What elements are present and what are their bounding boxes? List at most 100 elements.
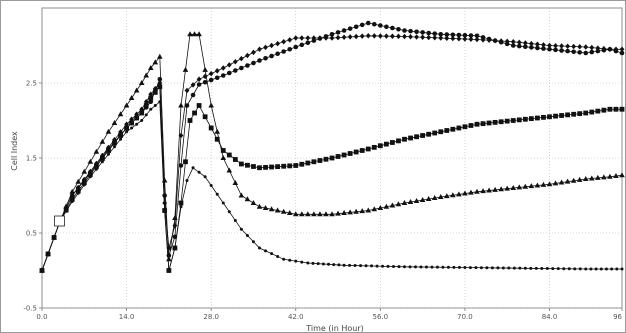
data-point-diamond-49 [323, 35, 329, 41]
data-point-square-29 [196, 103, 202, 108]
data-point-square-15 [129, 120, 135, 126]
data-point-diamond-36 [245, 52, 250, 59]
data-point-triangle-8 [87, 158, 94, 164]
series-group [39, 20, 625, 274]
data-point-diamond-54 [353, 33, 359, 40]
data-point-small-circle-65 [408, 265, 412, 269]
data-point-circle-50 [329, 31, 335, 37]
data-point-small-circle-95 [573, 267, 577, 271]
data-point-square-84 [528, 116, 534, 122]
data-point-square-54 [347, 151, 353, 156]
data-point-square-63 [402, 136, 407, 142]
data-point-diamond-72 [462, 36, 468, 42]
data-point-triangle-48 [311, 211, 317, 217]
data-point-square-31 [208, 125, 214, 131]
data-point-triangle-36 [238, 192, 245, 198]
data-point-square-52 [335, 154, 341, 159]
data-point-triangle-43 [280, 208, 287, 214]
data-point-square-72 [456, 125, 462, 131]
data-point-circle-85 [541, 46, 546, 51]
data-point-square-14 [124, 125, 129, 131]
data-point-diamond-69 [444, 35, 450, 42]
data-point-triangle-9 [93, 148, 100, 154]
data-point-diamond-78 [498, 38, 504, 44]
data-point-square-33 [220, 148, 226, 153]
data-point-triangle-76 [480, 188, 486, 194]
data-point-small-circle-52 [337, 263, 341, 267]
data-point-triangle-87 [546, 181, 553, 187]
data-point-small-circle-57 [364, 264, 368, 268]
data-point-triangle-56 [359, 208, 366, 214]
data-point-small-circle-5 [70, 200, 74, 203]
data-point-diamond-64 [414, 34, 419, 40]
data-point-small-circle-87 [529, 266, 533, 270]
data-point-triangle-35 [232, 180, 239, 185]
data-point-triangle-21 [157, 53, 163, 59]
data-point-triangle-30 [202, 66, 208, 72]
data-point-square-25 [178, 200, 184, 206]
data-point-circle-64 [414, 29, 419, 35]
data-point-diamond-76 [486, 37, 492, 44]
data-point-small-circle-33 [227, 210, 231, 214]
data-point-square-37 [245, 162, 250, 168]
data-point-small-circle-93 [562, 267, 566, 271]
data-point-diamond-90 [571, 43, 577, 50]
data-point-small-circle-60 [381, 264, 385, 268]
data-point-square-38 [251, 164, 256, 169]
data-point-diamond-85 [541, 42, 546, 48]
data-point-square-7 [81, 180, 87, 186]
data-point-square-49 [317, 158, 323, 163]
data-point-square-83 [522, 116, 528, 122]
data-point-circle-67 [432, 31, 438, 36]
data-point-triangle-20 [152, 59, 159, 65]
x-tick-label-6: 84.0 [542, 313, 558, 321]
data-point-square-53 [341, 152, 347, 158]
data-point-square-11 [106, 148, 111, 153]
data-point-triangle-34 [226, 167, 233, 173]
data-point-triangle-79 [498, 186, 504, 192]
data-point-circle-59 [384, 24, 389, 30]
y-axis-label: Cell Index [10, 131, 19, 171]
data-point-small-circle-55 [353, 264, 357, 268]
data-point-small-circle-28 [197, 170, 201, 174]
y-axis-ticks: -0.5 0.5 1.5 2.5 [23, 80, 42, 313]
data-point-square-48 [311, 159, 317, 165]
data-point-small-circle-77 [474, 266, 478, 270]
data-point-small-circle-66 [413, 265, 417, 269]
normalization-marker [54, 215, 65, 227]
data-point-circle-33 [226, 70, 232, 76]
data-point-small-circle-22 [163, 209, 167, 212]
data-point-small-circle-103 [615, 267, 619, 271]
data-point-diamond-41 [275, 40, 281, 47]
data-point-triangle-53 [341, 210, 347, 215]
data-point-small-circle-73 [452, 265, 456, 269]
data-point-square-81 [510, 118, 516, 123]
data-point-diamond-94 [595, 45, 601, 51]
data-point-circle-73 [468, 33, 474, 38]
data-point-diamond-61 [396, 33, 401, 40]
data-point-square-97 [607, 106, 613, 112]
data-point-small-circle-67 [419, 265, 423, 269]
data-point-diamond-91 [577, 43, 583, 50]
series-triangle [39, 31, 625, 273]
data-point-circle-65 [420, 30, 425, 35]
data-point-diamond-38 [257, 46, 262, 53]
data-point-square-28 [192, 110, 197, 116]
data-point-circle-93 [589, 49, 595, 55]
data-point-triangle-49 [317, 211, 323, 217]
data-point-triangle-63 [401, 200, 408, 205]
data-point-diamond-89 [565, 43, 571, 50]
data-point-triangle-55 [353, 208, 359, 214]
data-point-diamond-77 [492, 37, 498, 44]
data-point-diamond-74 [474, 36, 480, 43]
data-point-triangle-81 [510, 185, 517, 190]
data-point-triangle-67 [425, 196, 432, 201]
data-point-circle-92 [583, 50, 589, 56]
data-point-circle-63 [408, 28, 413, 34]
data-point-small-circle-102 [610, 267, 614, 271]
data-point-square-86 [541, 114, 546, 120]
data-point-triangle-64 [407, 199, 414, 204]
data-point-small-circle-48 [316, 262, 320, 266]
data-point-diamond-70 [450, 35, 456, 42]
